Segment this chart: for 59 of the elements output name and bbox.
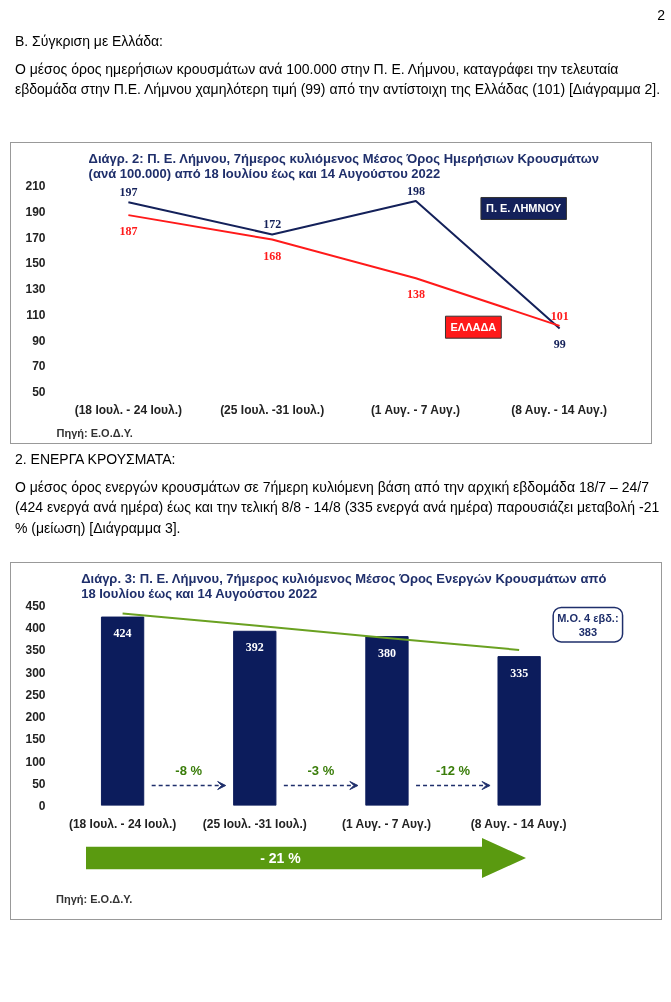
x-tick-label: (1 Αυγ. - 7 Αυγ.) xyxy=(370,402,460,417)
y-tick-label: 50 xyxy=(32,776,46,791)
y-tick-label: 200 xyxy=(25,710,46,725)
bar xyxy=(233,630,277,806)
data-label: 424 xyxy=(113,626,132,641)
y-tick-label: 0 xyxy=(38,799,46,813)
text: Πηγή: Ε.Ο.Δ.Υ. xyxy=(56,892,133,907)
y-tick-label: 70 xyxy=(32,359,46,374)
data-label: 99 xyxy=(553,337,566,352)
y-tick-label: 300 xyxy=(25,665,46,680)
annotation: -3 % xyxy=(307,762,335,778)
y-tick-label: 400 xyxy=(25,621,46,636)
y-tick-label: 110 xyxy=(26,307,46,322)
arrow-total: - 21 % xyxy=(86,838,526,878)
data-label: 198 xyxy=(406,183,425,198)
y-tick-label: 170 xyxy=(25,230,46,245)
data-label: 197 xyxy=(119,185,138,200)
text: Πηγή: Ε.Ο.Δ.Υ. xyxy=(56,426,133,439)
data-label: 392 xyxy=(245,640,264,655)
x-tick-label: (18 Ιουλ. - 24 Ιουλ.) xyxy=(74,402,183,417)
x-tick-label: (8 Αυγ. - 14 Αυγ.) xyxy=(470,816,567,831)
x-tick-label: (18 Ιουλ. - 24 Ιουλ.) xyxy=(68,816,177,831)
text: Β. Σύγκριση με Ελλάδα: xyxy=(15,32,164,51)
chart-title: Διάγρ. 2: Π. Ε. Λήμνου, 7ήμερος κυλιόμενος Μέσος Όρος Ημερήσιων Κρουσμάτων (ανά 100.000) από 18 Ιουλίου έως και 14 Αυγούστου 2022 xyxy=(88,150,599,181)
x-tick-label: (25 Ιουλ. -31 Ιουλ.) xyxy=(220,402,325,417)
y-tick-label: 250 xyxy=(25,687,46,702)
y-tick-label: 350 xyxy=(25,643,46,658)
bar xyxy=(365,636,409,806)
data-label: 172 xyxy=(263,217,282,232)
bar xyxy=(100,616,145,806)
text: 2 xyxy=(657,6,665,25)
data-label: 101 xyxy=(550,308,569,323)
x-tick-label: (8 Αυγ. - 14 Αυγ.) xyxy=(511,402,608,417)
text: Π. Ε. ΛΗΜΝΟΥ xyxy=(485,202,562,215)
y-tick-label: 150 xyxy=(25,732,46,747)
text: Ο μέσος όρος ημερήσιων κρουσμάτων ανά 100.000 στην Π. Ε. Λήμνου, καταγράφει την τελευταία εβδομάδα στην Π.Ε. Λήμνου χαμηλότερη τιμή (99) από την αντίστοιχη της Ελλάδας (101) [Διάγραμμα 2]. xyxy=(15,60,662,100)
data-label: 168 xyxy=(263,248,282,263)
data-label: 187 xyxy=(119,224,138,239)
x-tick-label: (1 Αυγ. - 7 Αυγ.) xyxy=(341,816,432,831)
bar xyxy=(497,656,541,806)
annotation: -12 % xyxy=(436,762,471,778)
data-label: 335 xyxy=(510,665,529,680)
data-label: 138 xyxy=(406,287,425,302)
y-tick-label: 90 xyxy=(32,333,46,348)
y-tick-label: 190 xyxy=(25,204,46,219)
y-tick-label: 450 xyxy=(25,599,46,613)
y-tick-label: 130 xyxy=(25,282,46,296)
y-tick-label: 150 xyxy=(25,256,46,271)
series-label: ΕΛΛΑΔΑ xyxy=(450,321,497,334)
y-tick-label: 100 xyxy=(25,754,46,769)
annotation: -8 % xyxy=(175,762,203,778)
x-tick-label: (25 Ιουλ. -31 Ιουλ.) xyxy=(202,816,307,831)
y-tick-label: 210 xyxy=(25,179,46,193)
text: Ο μέσος όρος ενεργών κρουσμάτων σε 7ήμερη κυλιόμενη βάση από την αρχική εβδομάδα 18/7 – 24/7 (424 ενεργά ανά ημέρα) έως και την τελική 8/8 - 14/8 (335 ενεργά ανά ημέρα) παρουσιάζει μεταβολή -21 % (μείωση) [Διάγραμμα 3]. xyxy=(15,478,661,538)
chart-title: Διάγρ. 3: Π. Ε. Λήμνου, 7ήμερος κυλιόμενος Μέσος Όρος Ενεργών Κρουσμάτων από 18 Ιουλίου έως και 14 Αυγούστου 2022 xyxy=(81,570,607,601)
data-label: 380 xyxy=(377,645,396,660)
y-tick-label: 50 xyxy=(32,385,46,399)
text: 2. ΕΝΕΡΓΑ ΚΡΟΥΣΜΑΤΑ: xyxy=(15,450,176,469)
annotation: Μ.Ο. 4 εβδ.: 383 xyxy=(557,611,619,638)
